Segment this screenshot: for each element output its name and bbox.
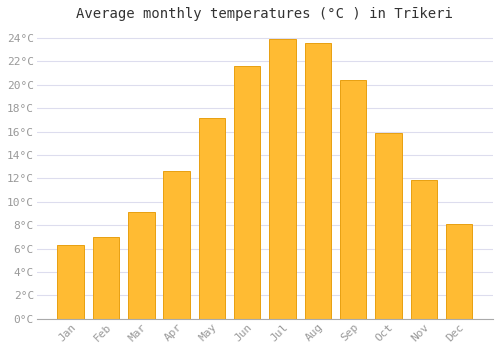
- Bar: [128, 212, 154, 319]
- Bar: [93, 237, 120, 319]
- Bar: [234, 66, 260, 319]
- Bar: [340, 80, 366, 319]
- Bar: [270, 39, 296, 319]
- Bar: [164, 172, 190, 319]
- Bar: [375, 133, 402, 319]
- Bar: [58, 245, 84, 319]
- Bar: [198, 118, 225, 319]
- Bar: [410, 180, 437, 319]
- Bar: [446, 224, 472, 319]
- Title: Average monthly temperatures (°C ) in Trīkeri: Average monthly temperatures (°C ) in Tr…: [76, 7, 454, 21]
- Bar: [304, 43, 331, 319]
